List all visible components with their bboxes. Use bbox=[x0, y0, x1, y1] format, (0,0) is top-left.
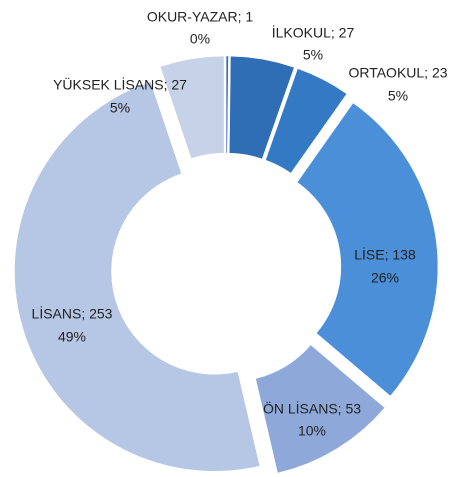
donut-slice bbox=[255, 344, 386, 474]
data-label: YÜKSEK LİSANS; 27 bbox=[53, 76, 187, 93]
donut-slice bbox=[229, 55, 295, 160]
percent-label: 5% bbox=[110, 100, 130, 116]
percent-label: 10% bbox=[298, 423, 326, 439]
percent-label: 49% bbox=[58, 329, 86, 345]
percent-label: 5% bbox=[388, 88, 408, 104]
donut-slice bbox=[14, 81, 261, 472]
donut-slice bbox=[225, 55, 229, 154]
data-label: LİSE; 138 bbox=[354, 246, 416, 263]
donut-slice bbox=[159, 55, 225, 159]
data-label: LİSANS; 253 bbox=[32, 305, 113, 322]
percent-label: 26% bbox=[371, 270, 399, 286]
data-label: ÖN LİSANS; 53 bbox=[263, 400, 361, 417]
donut-slice bbox=[296, 102, 439, 397]
data-label: ORTAOKUL; 23 bbox=[348, 65, 447, 81]
data-label: İLKOKUL; 27 bbox=[272, 24, 355, 41]
donut-slice bbox=[265, 68, 348, 174]
percent-label: 0% bbox=[190, 31, 210, 47]
percent-label: 5% bbox=[303, 47, 323, 63]
data-label: OKUR-YAZAR; 1 bbox=[147, 9, 254, 25]
